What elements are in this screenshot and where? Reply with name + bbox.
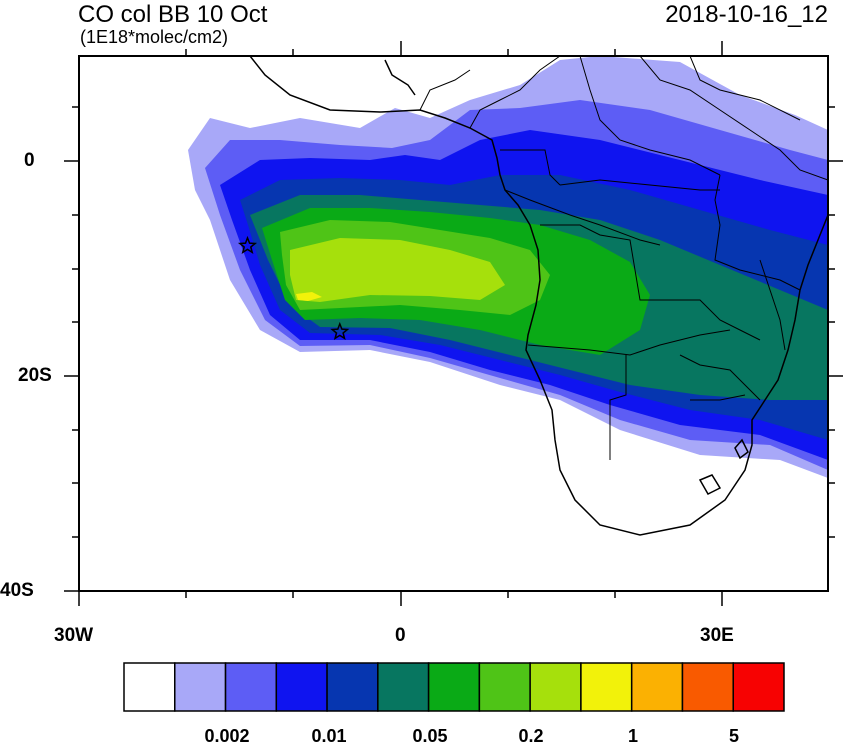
lat-label-20s: 20S: [18, 365, 52, 386]
colorbar-box-4: [275, 662, 328, 712]
star-markers: [237, 235, 350, 341]
colorbar-box-9: [529, 662, 582, 712]
co-plume: [188, 56, 828, 478]
star-site-2-icon: [330, 321, 350, 341]
colorbar-box-6: [377, 662, 430, 712]
lon-label-30e: 30E: [700, 625, 734, 646]
lat-label-0: 0: [24, 150, 35, 171]
colorbar-label-5: 1: [627, 726, 639, 746]
datetime-label: 2018-10-16_12: [665, 1, 828, 28]
colorbar-box-10: [580, 662, 633, 712]
country-borders: [419, 56, 828, 460]
colorbar-box-12: [681, 662, 734, 712]
lon-label-0: 0: [395, 625, 406, 646]
colorbar-label-6: 5: [728, 726, 740, 746]
colorbar-label-4: 0.2: [518, 726, 544, 746]
lon-label-30w: 30W: [54, 625, 94, 646]
star-site-1-icon: [237, 235, 258, 255]
colorbar-box-1: [123, 662, 176, 712]
colorbar-label-2: 0.01: [311, 726, 347, 746]
plume-band-9: [296, 292, 322, 301]
axis-ticks: [64, 41, 843, 606]
colorbar-box-8: [478, 662, 531, 712]
colorbar-box-3: [224, 662, 278, 712]
plot-frame: [78, 55, 829, 592]
colorbar-box-13: [732, 662, 785, 712]
lat-label-40s: 40S: [0, 580, 34, 601]
colorbar-box-2: [174, 662, 227, 712]
colorbar-box-5: [326, 662, 379, 712]
map-title: CO col BB 10 Oct: [78, 1, 268, 28]
colorbar-label-1: 0.002: [204, 726, 250, 746]
units-label: (1E18*molec/cm2): [80, 27, 229, 47]
coastlines: [249, 56, 828, 536]
colorbar: [123, 662, 785, 712]
colorbar-box-7: [427, 662, 481, 712]
colorbar-box-11: [630, 662, 684, 712]
plume-band-8: [290, 238, 505, 302]
colorbar-label-3: 0.05: [412, 726, 448, 746]
